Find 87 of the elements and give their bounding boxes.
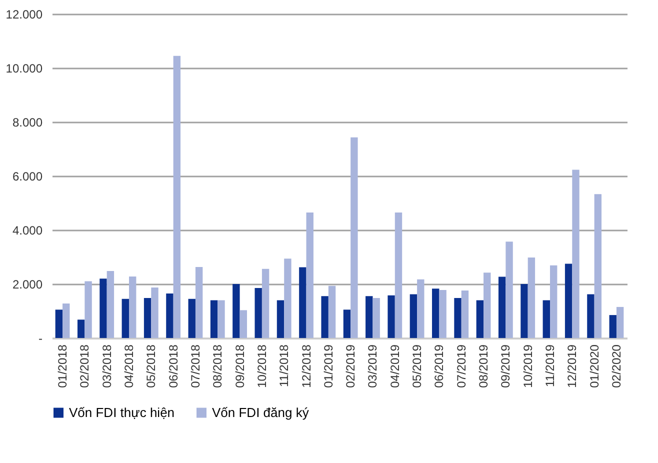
bar <box>188 298 196 338</box>
legend-label: Vốn FDI đăng ký <box>212 404 310 420</box>
bar <box>542 300 550 338</box>
bar <box>484 272 491 338</box>
bar <box>284 258 292 338</box>
bar <box>388 295 395 338</box>
x-tick-label: 01/2019 <box>321 344 336 388</box>
bar <box>106 271 114 338</box>
bar <box>195 266 203 338</box>
x-tick-label: 12/2018 <box>299 344 314 388</box>
bar <box>129 276 136 338</box>
y-tick-label: 8.000 <box>12 116 43 130</box>
bar <box>100 278 107 338</box>
bar <box>77 320 85 338</box>
bar <box>343 310 351 338</box>
bar <box>240 310 247 338</box>
bar <box>62 303 70 338</box>
bar <box>232 284 240 338</box>
x-tick-label: 06/2018 <box>166 344 180 388</box>
bar <box>520 284 528 338</box>
x-tick-label: 10/2018 <box>254 344 269 388</box>
bar <box>299 267 306 338</box>
x-tick-label: 03/2018 <box>100 344 114 388</box>
bar <box>254 288 262 338</box>
x-tick-label: 02/2019 <box>344 344 358 388</box>
bar <box>594 194 602 338</box>
x-tick-label: 09/2018 <box>232 344 247 388</box>
bar <box>461 290 469 338</box>
y-tick-label: 2.000 <box>12 278 43 292</box>
bar <box>321 296 328 338</box>
x-tick-label: 04/2019 <box>388 344 402 388</box>
bar <box>454 298 462 338</box>
x-tick-label: 08/2018 <box>210 344 225 388</box>
bar <box>350 137 358 338</box>
x-tick-label: 01/2020 <box>587 344 602 388</box>
bar <box>564 264 572 338</box>
bar <box>476 300 484 338</box>
bar <box>528 258 536 338</box>
bar <box>276 300 284 338</box>
bar <box>439 290 446 338</box>
bar <box>144 298 152 338</box>
x-tick-label: 10/2019 <box>520 344 535 388</box>
legend-label: Vốn FDI thực hiện <box>69 404 175 420</box>
bar <box>366 296 373 338</box>
bar <box>173 56 181 338</box>
bar <box>262 268 270 338</box>
bar <box>394 212 402 338</box>
bar <box>417 279 424 338</box>
bar <box>609 315 616 338</box>
y-tick-label: 4.000 <box>12 224 43 238</box>
y-tick-label: 6.000 <box>12 170 43 184</box>
bar <box>550 265 558 338</box>
x-tick-label: 08/2019 <box>476 344 491 388</box>
x-tick-label: 12/2019 <box>565 344 580 388</box>
x-tick-label: 07/2018 <box>188 344 202 388</box>
y-tick-label: 10.000 <box>6 62 43 76</box>
bar <box>506 242 513 338</box>
x-tick-label: 11/2019 <box>543 344 557 387</box>
bar <box>84 281 92 338</box>
x-tick-label: 04/2018 <box>122 344 136 388</box>
bar <box>616 306 624 338</box>
x-tick-label: 09/2019 <box>498 344 513 388</box>
x-tick-label: 05/2018 <box>144 344 158 388</box>
x-tick-label: 11/2018 <box>277 344 292 387</box>
bar <box>410 294 418 338</box>
x-tick-label: 02/2018 <box>78 344 92 388</box>
x-tick-label: 05/2019 <box>410 344 424 388</box>
bar <box>587 294 594 338</box>
bar <box>498 276 506 338</box>
y-tick-label: 12.000 <box>6 8 43 22</box>
bar <box>572 170 580 338</box>
bar <box>372 298 380 338</box>
x-tick-label: 01/2018 <box>56 344 70 388</box>
x-tick-label: 06/2019 <box>432 344 446 388</box>
x-tick-label: 07/2019 <box>454 344 468 388</box>
bar <box>210 300 218 338</box>
bar <box>306 212 314 338</box>
bar <box>218 300 225 338</box>
bar <box>122 298 129 338</box>
x-tick-label: 03/2019 <box>366 344 380 388</box>
bar <box>55 310 63 338</box>
bar <box>151 288 158 338</box>
y-tick-label: - <box>38 332 42 346</box>
bar <box>432 288 440 338</box>
bar <box>166 293 174 338</box>
bar <box>328 286 336 338</box>
x-tick-label: 02/2020 <box>609 344 624 388</box>
